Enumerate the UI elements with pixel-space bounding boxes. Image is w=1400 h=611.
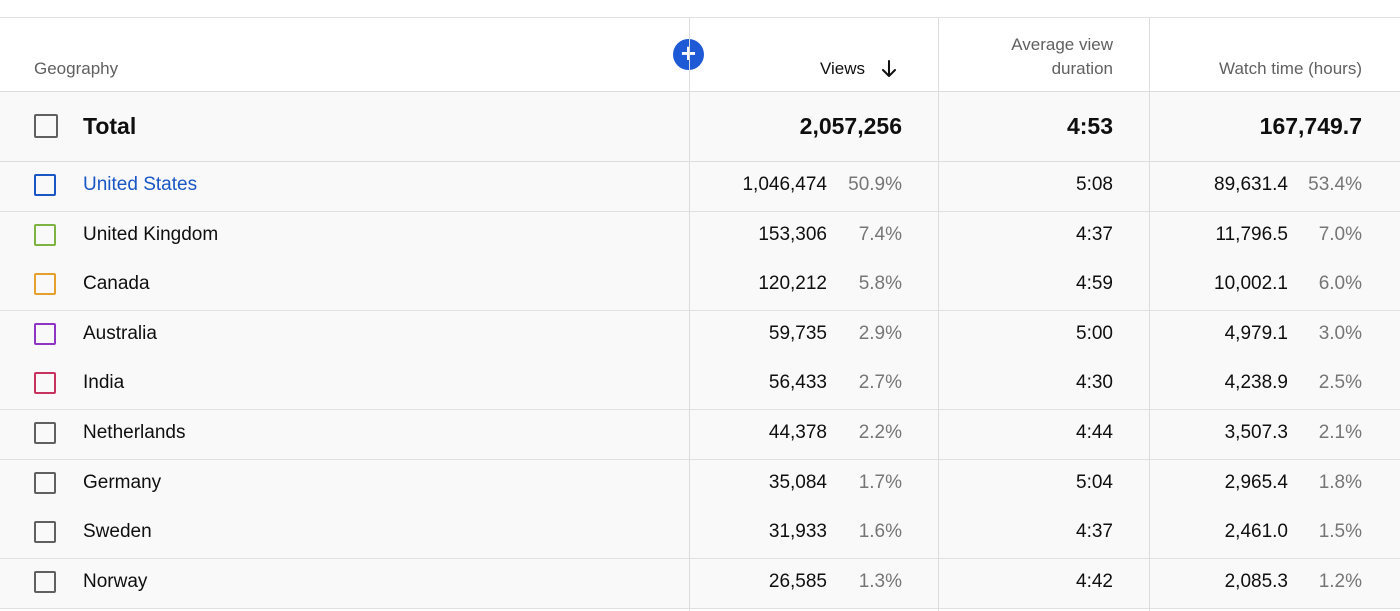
watch-time-percent: 1.8% bbox=[1318, 471, 1362, 493]
table-row[interactable]: Canada 120,212 5.8% 4:59 10,002.1 6.0% bbox=[0, 261, 1400, 312]
watch-time-percent: 7.0% bbox=[1318, 223, 1362, 245]
table-row[interactable]: India 56,433 2.7% 4:30 4,238.9 2.5% bbox=[0, 360, 1400, 411]
total-row: Total 2,057,256 4:53 167,749.7 bbox=[0, 92, 1400, 162]
column-divider bbox=[1149, 18, 1150, 611]
country-name: Sweden bbox=[83, 521, 152, 543]
country-name: Australia bbox=[83, 322, 157, 344]
watch-time-percent: 2.1% bbox=[1318, 422, 1362, 443]
views-value: 59,735 bbox=[768, 322, 827, 344]
views-value: 35,084 bbox=[768, 471, 827, 493]
avg-duration-value: 4:44 bbox=[1076, 422, 1113, 443]
views-percent: 2.9% bbox=[858, 322, 902, 344]
add-column-button[interactable]: + bbox=[673, 39, 704, 70]
column-divider bbox=[938, 18, 939, 611]
total-checkbox[interactable] bbox=[34, 114, 58, 138]
country-name: Germany bbox=[83, 471, 162, 493]
table-row[interactable]: Australia 59,735 2.9% 5:00 4,979.1 3.0% bbox=[0, 310, 1400, 361]
plus-circle-icon: + bbox=[681, 38, 696, 68]
views-percent: 1.3% bbox=[858, 570, 902, 592]
avg-duration-header-line1: Average view bbox=[1011, 35, 1113, 54]
table-row[interactable]: United States 1,046,474 50.9% 5:08 89,631.4 5… bbox=[0, 162, 1400, 212]
table-row[interactable]: United Kingdom 153,306 7.4% 4:37 11,796.5 7.0… bbox=[0, 211, 1400, 262]
views-value: 26,585 bbox=[768, 570, 827, 592]
views-percent: 2.2% bbox=[858, 422, 902, 443]
row-checkbox[interactable] bbox=[34, 174, 56, 196]
table-row[interactable]: Germany 35,084 1.7% 5:04 2,965.4 1.8% bbox=[0, 459, 1400, 510]
table-top-border bbox=[0, 17, 1400, 18]
column-divider bbox=[689, 18, 690, 611]
country-name: Norway bbox=[83, 570, 148, 592]
views-percent: 1.7% bbox=[858, 471, 902, 493]
avg-duration-value: 5:08 bbox=[1076, 174, 1113, 195]
arrow-down-icon[interactable] bbox=[879, 58, 899, 80]
watch-time-value: 4,979.1 bbox=[1224, 322, 1288, 344]
country-name: United Kingdom bbox=[83, 223, 219, 245]
row-checkbox[interactable] bbox=[34, 570, 56, 593]
watch-time-value: 2,965.4 bbox=[1224, 471, 1288, 493]
watch-time-value: 2,461.0 bbox=[1224, 521, 1288, 543]
row-checkbox[interactable] bbox=[34, 372, 56, 395]
table-header: Geography + Views Average view duration … bbox=[0, 18, 1400, 92]
watch-time-percent: 1.2% bbox=[1318, 570, 1362, 592]
watch-time-percent: 3.0% bbox=[1318, 322, 1362, 344]
row-checkbox[interactable] bbox=[34, 422, 56, 444]
watch-time-value: 4,238.9 bbox=[1224, 372, 1288, 394]
views-percent: 2.7% bbox=[858, 372, 902, 394]
watch-time-percent: 6.0% bbox=[1318, 273, 1362, 295]
row-checkbox[interactable] bbox=[34, 521, 56, 544]
row-checkbox[interactable] bbox=[34, 273, 56, 296]
column-header-views[interactable]: Views bbox=[819, 59, 865, 78]
avg-duration-value: 4:37 bbox=[1076, 521, 1113, 543]
country-name: Netherlands bbox=[83, 422, 186, 443]
watch-time-percent: 2.5% bbox=[1318, 372, 1362, 394]
column-header-watch-time[interactable]: Watch time (hours) bbox=[1219, 59, 1362, 78]
views-value: 153,306 bbox=[758, 223, 827, 245]
country-name: India bbox=[83, 372, 125, 394]
avg-duration-value: 4:59 bbox=[1076, 273, 1113, 295]
avg-duration-value: 4:42 bbox=[1076, 570, 1113, 592]
total-views: 2,057,256 bbox=[799, 113, 902, 139]
views-value: 1,046,474 bbox=[742, 174, 827, 195]
column-header-avg-duration[interactable]: Average view duration bbox=[1011, 33, 1113, 81]
table-row[interactable]: Netherlands 44,378 2.2% 4:44 3,507.3 2.1% bbox=[0, 410, 1400, 460]
views-percent: 5.8% bbox=[858, 273, 902, 295]
avg-duration-value: 4:30 bbox=[1076, 372, 1113, 394]
views-value: 120,212 bbox=[758, 273, 827, 295]
watch-time-percent: 53.4% bbox=[1308, 174, 1362, 195]
watch-time-value: 2,085.3 bbox=[1224, 570, 1288, 592]
avg-duration-value: 5:04 bbox=[1076, 471, 1113, 493]
views-percent: 7.4% bbox=[858, 223, 902, 245]
watch-time-value: 10,002.1 bbox=[1214, 273, 1288, 295]
total-label: Total bbox=[83, 113, 137, 139]
column-header-geography[interactable]: Geography bbox=[34, 59, 119, 78]
avg-duration-value: 5:00 bbox=[1076, 322, 1113, 344]
views-value: 31,933 bbox=[768, 521, 827, 543]
total-avg-duration: 4:53 bbox=[1066, 113, 1113, 139]
watch-time-percent: 1.5% bbox=[1318, 521, 1362, 543]
row-checkbox[interactable] bbox=[34, 322, 56, 345]
avg-duration-value: 4:37 bbox=[1076, 223, 1113, 245]
row-checkbox[interactable] bbox=[34, 223, 56, 246]
table-row[interactable]: Norway 26,585 1.3% 4:42 2,085.3 1.2% bbox=[0, 558, 1400, 609]
avg-duration-header-line2: duration bbox=[1051, 59, 1113, 78]
country-name[interactable]: United States bbox=[83, 174, 198, 195]
views-percent: 1.6% bbox=[858, 521, 902, 543]
country-name: Canada bbox=[83, 273, 150, 295]
views-percent: 50.9% bbox=[848, 174, 902, 195]
row-checkbox[interactable] bbox=[34, 471, 56, 494]
views-value: 56,433 bbox=[768, 372, 827, 394]
watch-time-value: 89,631.4 bbox=[1214, 174, 1288, 195]
watch-time-value: 3,507.3 bbox=[1224, 422, 1288, 443]
views-value: 44,378 bbox=[768, 422, 827, 443]
watch-time-value: 11,796.5 bbox=[1215, 223, 1288, 245]
total-watch-time: 167,749.7 bbox=[1259, 113, 1362, 139]
table-row[interactable]: Sweden 31,933 1.6% 4:37 2,461.0 1.5% bbox=[0, 509, 1400, 560]
